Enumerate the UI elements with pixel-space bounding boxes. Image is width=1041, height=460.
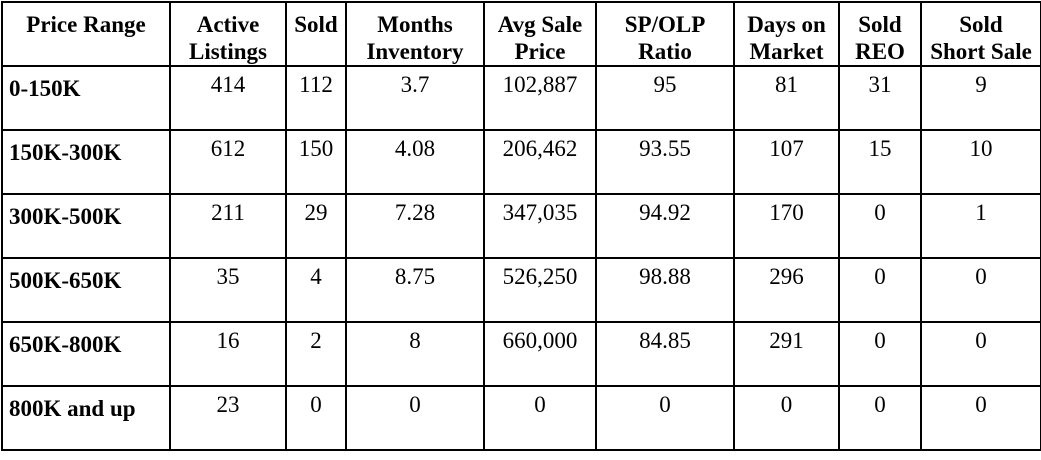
sold-cell: 150 — [285, 129, 347, 195]
header-days-on-market-line-2: Market — [749, 39, 824, 64]
sold-reo-cell: 0 — [838, 257, 922, 323]
months-inventory-cell: 7.28 — [345, 193, 485, 259]
avg-sale-price-cell: 347,035 — [483, 193, 597, 259]
header-sp-olp-ratio-line-1: SP/OLP — [624, 12, 706, 37]
table-row: 300K-500K 211 29 7.28 347,035 94.92 170 … — [1, 193, 1041, 259]
header-months-inventory: Months Inventory — [345, 1, 485, 67]
price-range-cell: 0-150K — [1, 65, 171, 131]
table-row: 150K-300K 612 150 4.08 206,462 93.55 107… — [1, 129, 1041, 195]
sold-reo-cell: 0 — [838, 385, 922, 451]
header-sold-short-sale-line-1: Sold — [959, 12, 1003, 37]
sp-olp-ratio-cell: 84.85 — [595, 321, 735, 387]
active-listings-cell: 612 — [169, 129, 287, 195]
header-active-listings-line-2: Listings — [189, 39, 267, 64]
price-range-cell: 300K-500K — [1, 193, 171, 259]
avg-sale-price-cell: 660,000 — [483, 321, 597, 387]
header-sold-reo-line-2: REO — [855, 39, 905, 64]
header-months-inventory-line-1: Months — [377, 12, 453, 37]
price-range-cell: 800K and up — [1, 385, 171, 451]
avg-sale-price-cell: 0 — [483, 385, 597, 451]
market-stats-table: Price Range Active Listings Sold Months … — [1, 1, 1041, 451]
sold-cell: 112 — [285, 65, 347, 131]
days-on-market-cell: 170 — [733, 193, 840, 259]
sp-olp-ratio-cell: 0 — [595, 385, 735, 451]
sold-cell: 4 — [285, 257, 347, 323]
sold-short-sale-cell: 0 — [920, 385, 1041, 451]
active-listings-cell: 16 — [169, 321, 287, 387]
days-on-market-cell: 296 — [733, 257, 840, 323]
sp-olp-ratio-cell: 93.55 — [595, 129, 735, 195]
months-inventory-cell: 4.08 — [345, 129, 485, 195]
days-on-market-cell: 0 — [733, 385, 840, 451]
header-avg-sale-price: Avg Sale Price — [483, 1, 597, 67]
months-inventory-cell: 3.7 — [345, 65, 485, 131]
sold-short-sale-cell: 0 — [920, 321, 1041, 387]
days-on-market-cell: 81 — [733, 65, 840, 131]
header-sold: Sold — [285, 1, 347, 67]
active-listings-cell: 23 — [169, 385, 287, 451]
price-range-cell: 150K-300K — [1, 129, 171, 195]
header-sold-short-sale: Sold Short Sale — [920, 1, 1041, 67]
price-range-cell: 650K-800K — [1, 321, 171, 387]
table-row: 0-150K 414 112 3.7 102,887 95 81 31 9 — [1, 65, 1041, 131]
avg-sale-price-cell: 526,250 — [483, 257, 597, 323]
header-months-inventory-line-2: Inventory — [366, 39, 464, 64]
sold-short-sale-cell: 1 — [920, 193, 1041, 259]
sp-olp-ratio-cell: 94.92 — [595, 193, 735, 259]
table-row: 500K-650K 35 4 8.75 526,250 98.88 296 0 … — [1, 257, 1041, 323]
header-avg-sale-price-line-2: Price — [514, 39, 566, 64]
months-inventory-cell: 8.75 — [345, 257, 485, 323]
months-inventory-cell: 8 — [345, 321, 485, 387]
header-price-range: Price Range — [1, 1, 171, 67]
header-days-on-market-line-1: Days on — [747, 12, 826, 37]
header-active-listings-line-1: Active — [196, 12, 260, 37]
sold-reo-cell: 15 — [838, 129, 922, 195]
avg-sale-price-cell: 206,462 — [483, 129, 597, 195]
table-row: 650K-800K 16 2 8 660,000 84.85 291 0 0 — [1, 321, 1041, 387]
header-days-on-market: Days on Market — [733, 1, 840, 67]
header-active-listings: Active Listings — [169, 1, 287, 67]
sp-olp-ratio-cell: 95 — [595, 65, 735, 131]
days-on-market-cell: 291 — [733, 321, 840, 387]
sold-cell: 29 — [285, 193, 347, 259]
sold-reo-cell: 0 — [838, 321, 922, 387]
sold-short-sale-cell: 9 — [920, 65, 1041, 131]
sold-short-sale-cell: 10 — [920, 129, 1041, 195]
days-on-market-cell: 107 — [733, 129, 840, 195]
header-avg-sale-price-line-1: Avg Sale — [497, 12, 583, 37]
sold-reo-cell: 31 — [838, 65, 922, 131]
table-row: 800K and up 23 0 0 0 0 0 0 0 — [1, 385, 1041, 451]
header-sold-reo: Sold REO — [838, 1, 922, 67]
avg-sale-price-cell: 102,887 — [483, 65, 597, 131]
header-sp-olp-ratio: SP/OLP Ratio — [595, 1, 735, 67]
header-sp-olp-ratio-line-2: Ratio — [638, 39, 692, 64]
active-listings-cell: 211 — [169, 193, 287, 259]
sp-olp-ratio-cell: 98.88 — [595, 257, 735, 323]
header-price-range-line-1: Price Range — [26, 12, 146, 37]
sold-cell: 0 — [285, 385, 347, 451]
active-listings-cell: 414 — [169, 65, 287, 131]
price-range-cell: 500K-650K — [1, 257, 171, 323]
sold-cell: 2 — [285, 321, 347, 387]
header-row: Price Range Active Listings Sold Months … — [1, 1, 1041, 67]
sold-reo-cell: 0 — [838, 193, 922, 259]
sold-short-sale-cell: 0 — [920, 257, 1041, 323]
header-sold-line-1: Sold — [294, 12, 338, 37]
header-sold-short-sale-line-2: Short Sale — [930, 39, 1032, 64]
months-inventory-cell: 0 — [345, 385, 485, 451]
active-listings-cell: 35 — [169, 257, 287, 323]
header-sold-reo-line-1: Sold — [858, 12, 902, 37]
